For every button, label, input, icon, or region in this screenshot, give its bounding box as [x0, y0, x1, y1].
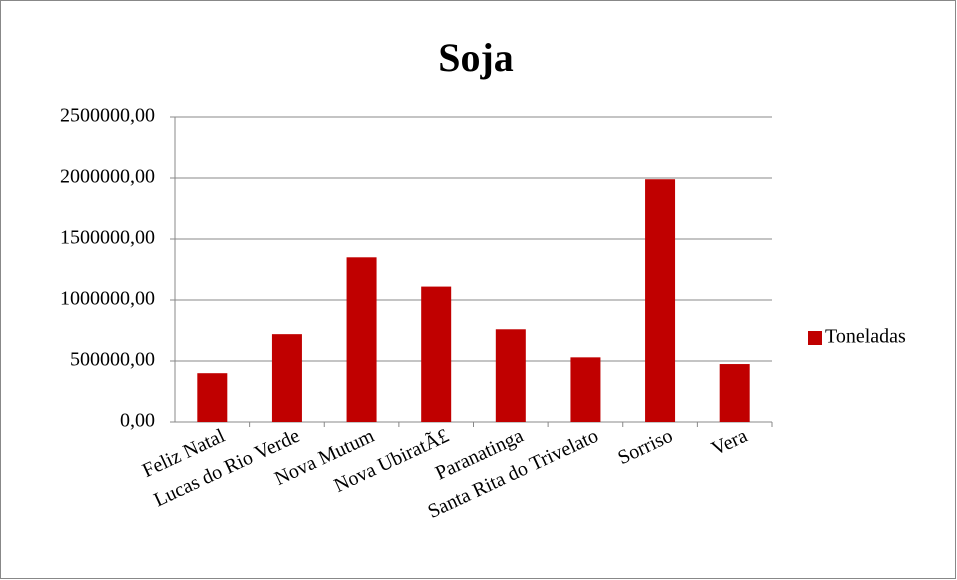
- y-tick-label: 2000000,00: [60, 166, 155, 188]
- y-tick-label: 1000000,00: [60, 288, 155, 310]
- bar: [271, 334, 302, 422]
- y-tick-label: 1500000,00: [60, 227, 155, 249]
- bar: [346, 257, 377, 422]
- bar: [495, 329, 526, 422]
- bar: [570, 357, 601, 422]
- y-tick-label: 2500000,00: [60, 105, 155, 127]
- y-tick-label: 500000,00: [70, 349, 155, 371]
- chart-title: Soja: [438, 35, 514, 80]
- legend-swatch: [808, 331, 822, 345]
- bar: [645, 179, 676, 422]
- y-tick-label: 0,00: [120, 410, 155, 432]
- bar: [719, 364, 750, 422]
- legend-label: Toneladas: [825, 326, 906, 348]
- bar: [197, 373, 228, 422]
- bar: [421, 286, 452, 422]
